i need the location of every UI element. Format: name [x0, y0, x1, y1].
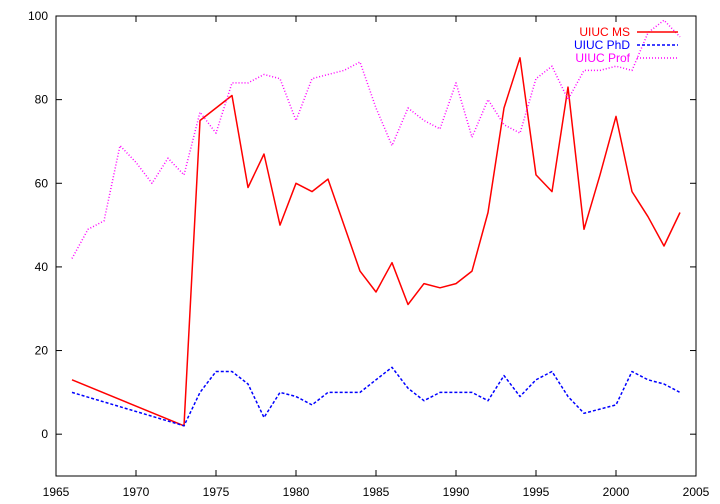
- plot-frame: [55, 15, 697, 477]
- series-layer: [71, 19, 681, 427]
- x-tick-label: 1990: [443, 485, 470, 499]
- y-tick-label: 60: [35, 176, 49, 190]
- x-tick-label: 1965: [43, 485, 70, 499]
- y-tick-label: 100: [28, 9, 48, 23]
- y-tick-label: 80: [35, 93, 49, 107]
- series-line-uiuc-phd: [71, 366, 681, 427]
- x-tick-label: 1970: [123, 485, 150, 499]
- y-axis: 0 20 40 60 80 100: [28, 9, 696, 441]
- y-tick-label: 40: [35, 260, 49, 274]
- legend-label: UIUC MS: [579, 25, 630, 39]
- x-tick-label: 2000: [603, 485, 630, 499]
- legend-label: UIUC Prof: [575, 51, 630, 65]
- y-tick-label: 0: [41, 427, 48, 441]
- x-tick-label: 1995: [523, 485, 550, 499]
- series-line-uiuc-ms: [71, 57, 681, 427]
- x-tick-label: 1975: [203, 485, 230, 499]
- y-tick-label: 20: [35, 344, 49, 358]
- x-tick-label: 1980: [283, 485, 310, 499]
- x-axis: 1965 1970 1975 1980 1985 1990 1995 2000 2005: [43, 16, 710, 499]
- x-tick-label: 1985: [363, 485, 390, 499]
- legend-label: UIUC PhD: [574, 38, 630, 52]
- x-tick-label: 2005: [683, 485, 710, 499]
